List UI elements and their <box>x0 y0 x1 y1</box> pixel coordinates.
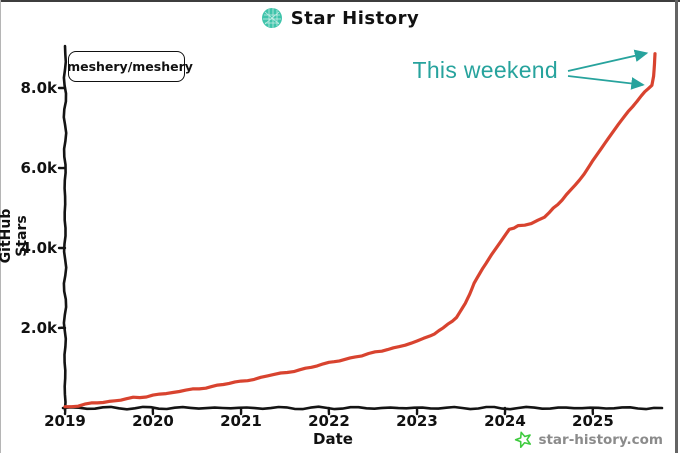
x-tick-label: 2023 <box>396 412 438 430</box>
y-axis-title: GitHub Stars <box>0 208 30 264</box>
x-axis-title: Date <box>313 430 353 448</box>
watermark[interactable]: star-history.com <box>514 430 663 449</box>
y-tick-label: 4.0k <box>20 239 57 257</box>
y-tick-label: 6.0k <box>20 159 57 177</box>
window-left-edge <box>0 0 1 453</box>
x-tick-label: 2021 <box>220 412 262 430</box>
star-icon-path <box>515 431 532 449</box>
x-tick-label: 2019 <box>44 412 86 430</box>
legend-series-label: meshery/meshery <box>67 59 193 74</box>
x-tick-label: 2024 <box>484 412 526 430</box>
page-title-row: Star History <box>0 7 680 29</box>
star-icon <box>515 431 532 449</box>
annotation-arrow <box>567 75 645 90</box>
x-tick-label: 2025 <box>572 412 614 430</box>
y-tick-label: 8.0k <box>20 79 57 97</box>
page-title: Star History <box>290 7 420 29</box>
window-top-edge <box>0 0 680 2</box>
x-tick-label: 2022 <box>308 412 350 430</box>
star-history-logo-icon <box>261 8 282 28</box>
annotation-this-weekend: This weekend <box>412 57 558 83</box>
window-right-edge <box>675 0 678 453</box>
watermark-text: star-history.com <box>538 431 663 448</box>
x-tick-label: 2020 <box>132 412 174 430</box>
legend[interactable]: meshery/meshery <box>67 51 193 82</box>
y-tick-label: 2.0k <box>20 319 57 337</box>
series-line-meshery/meshery <box>63 52 657 409</box>
annotation-arrow <box>567 49 649 72</box>
